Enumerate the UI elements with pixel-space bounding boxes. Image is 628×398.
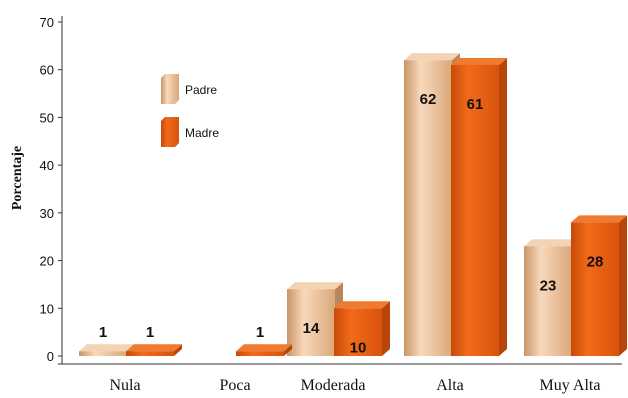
bar-top — [571, 215, 627, 222]
x-tick-label: Muy Alta — [540, 377, 601, 394]
y-tick-label: 50 — [40, 110, 54, 125]
bar-madre — [571, 215, 627, 356]
data-label: 61 — [467, 96, 484, 113]
bar-top — [334, 301, 390, 308]
bar-top — [404, 53, 460, 60]
y-tick-label: 70 — [40, 15, 54, 30]
bar-front — [571, 222, 619, 356]
bar-top — [126, 344, 182, 351]
data-label: 10 — [350, 339, 367, 356]
bar-front — [236, 351, 284, 356]
bar-madre — [126, 344, 182, 356]
y-tick-label: 10 — [40, 301, 54, 316]
legend-label: Padre — [185, 83, 217, 97]
bar-top — [287, 282, 343, 289]
y-tick-label: 0 — [47, 349, 54, 364]
legend: Padre Madre — [161, 74, 219, 147]
legend-swatch — [161, 117, 179, 147]
x-tick-label: Poca — [219, 377, 250, 394]
bar-top — [79, 344, 135, 351]
data-label: 28 — [587, 253, 604, 270]
y-tick-label: 30 — [40, 206, 54, 221]
bar-madre — [236, 344, 292, 356]
bar-side — [382, 301, 390, 356]
y-tick-label: 20 — [40, 254, 54, 269]
y-tick-label: 60 — [40, 63, 54, 78]
x-tick-label: Moderada — [301, 377, 366, 394]
legend-swatch — [161, 74, 179, 104]
data-label: 1 — [146, 324, 154, 341]
bar-top — [451, 58, 507, 65]
bar-front — [524, 246, 572, 356]
bar-side — [499, 58, 507, 356]
bar-top — [236, 344, 292, 351]
legend-label: Madre — [185, 126, 219, 140]
y-axis-label: Porcentaje — [10, 146, 25, 210]
bar-front — [126, 351, 174, 356]
bar-front — [79, 351, 127, 356]
legend-item-padre: Padre — [161, 74, 217, 104]
x-tick-label: Alta — [436, 377, 464, 394]
x-tick-label: Nula — [109, 377, 140, 394]
bar-side — [619, 215, 627, 356]
data-label: 1 — [99, 324, 107, 341]
data-label: 1 — [256, 324, 264, 341]
data-label: 23 — [540, 277, 557, 294]
data-label: 62 — [420, 91, 437, 108]
data-label: 14 — [303, 320, 320, 337]
y-tick-label: 40 — [40, 158, 54, 173]
legend-item-madre: Madre — [161, 117, 219, 147]
